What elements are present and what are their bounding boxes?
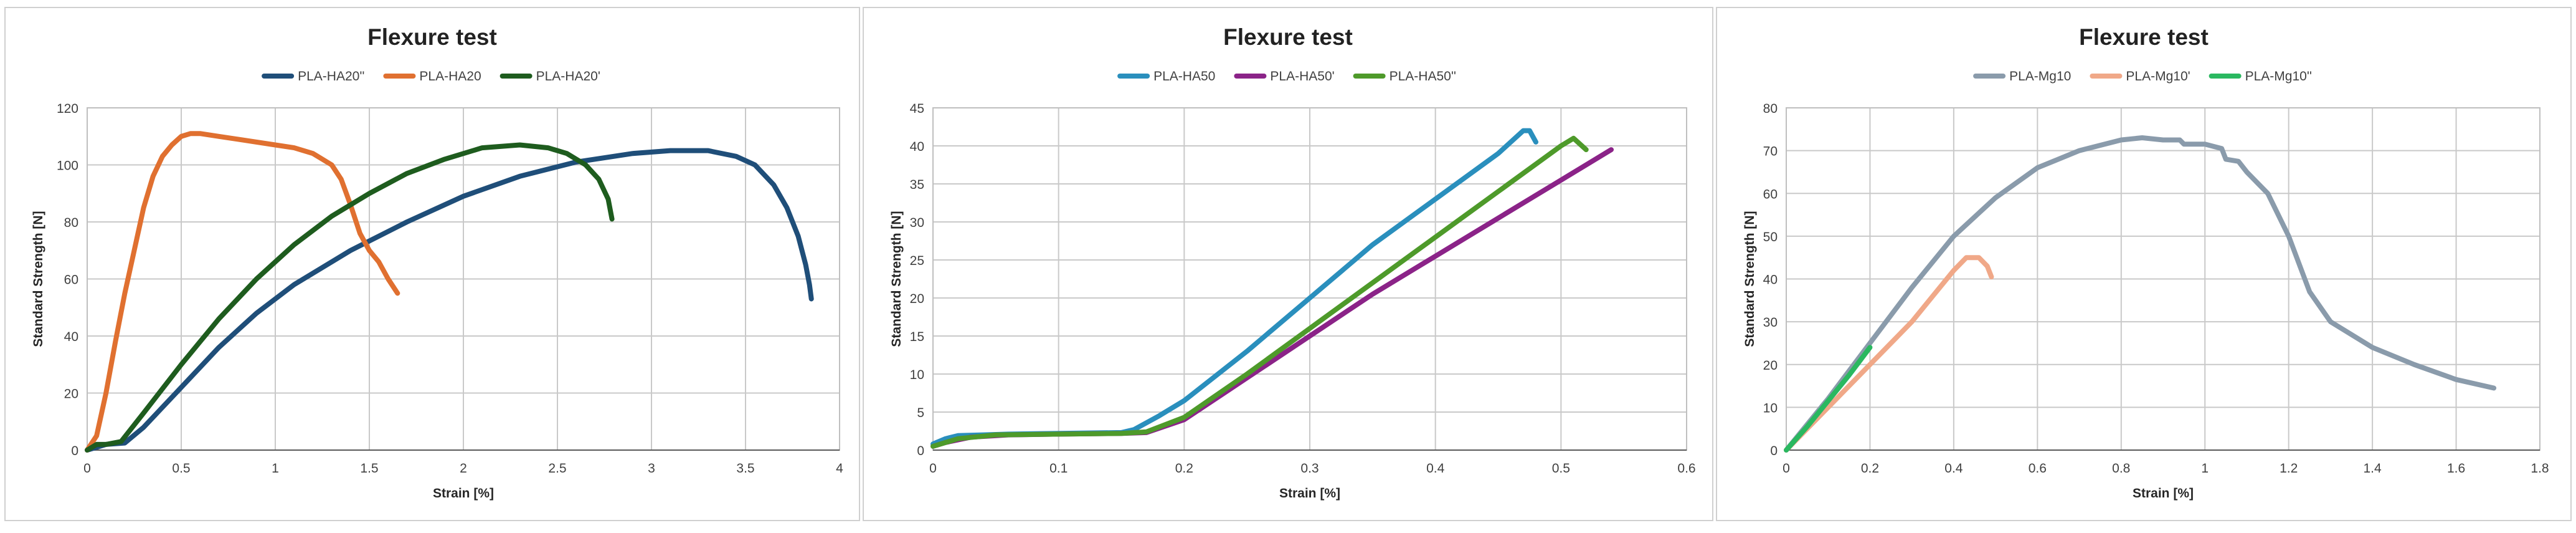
x-tick-label: 0.2 — [1861, 461, 1879, 476]
legend: PLA-Mg10 PLA-Mg10' PLA-Mg10'' — [1973, 69, 2312, 84]
legend-item: PLA-Mg10'' — [2209, 69, 2312, 84]
legend-item: PLA-HA50' — [1234, 69, 1335, 84]
y-tick-label: 5 — [917, 406, 924, 420]
series-line-3 — [930, 135, 1589, 449]
x-tick-label: 0 — [1783, 461, 1790, 476]
series-line-2 — [85, 131, 400, 453]
chart-frame — [4, 7, 860, 521]
chart-title: Flexure test — [2079, 24, 2209, 50]
y-axis-label: Standard Strength [N] — [31, 211, 45, 347]
x-tick-label: 0.1 — [1049, 461, 1068, 476]
y-tick-label: 80 — [64, 216, 78, 230]
y-tick-label: 30 — [1763, 315, 1778, 330]
y-tick-label: 25 — [910, 254, 924, 268]
x-tick-label: 0.2 — [1175, 461, 1193, 476]
legend-label: PLA-HA20 — [419, 69, 481, 84]
x-tick-label: 2.5 — [548, 461, 566, 476]
x-tick-label: 0.5 — [1552, 461, 1570, 476]
y-tick-label: 20 — [910, 292, 924, 306]
chart-title: Flexure test — [1223, 24, 1353, 50]
series-line-3 — [1784, 345, 1873, 453]
legend-label: PLA-Mg10'' — [2245, 69, 2312, 84]
x-tick-label: 0.6 — [1677, 461, 1695, 476]
y-tick-label: 70 — [1763, 145, 1778, 159]
x-tick-label: 0 — [83, 461, 91, 476]
y-tick-label: 20 — [1763, 358, 1778, 373]
legend-label: PLA-HA20'' — [298, 69, 364, 84]
legend-item: PLA-Mg10' — [2090, 69, 2190, 84]
chart-frame — [863, 7, 1713, 521]
legend-item: PLA-HA20' — [500, 69, 600, 84]
x-tick-label: 2 — [460, 461, 467, 476]
legend-label: PLA-HA50 — [1153, 69, 1215, 84]
y-tick-label: 10 — [1763, 401, 1778, 415]
x-tick-label: 1.6 — [2447, 461, 2465, 476]
series-line-1 — [85, 148, 814, 453]
x-tick-label: 3.5 — [736, 461, 754, 476]
x-tick-label: 0.5 — [172, 461, 190, 476]
legend: PLA-HA20'' PLA-HA20 PLA-HA20' — [262, 69, 600, 84]
legend-item: PLA-HA50'' — [1353, 69, 1456, 84]
x-tick-label: 1 — [2201, 461, 2209, 476]
x-tick-label: 1.5 — [360, 461, 378, 476]
x-tick-label: 1.2 — [2280, 461, 2298, 476]
chart-1: 0 20 40 60 80 100 120 0 0.5 1 1.5 2 2.5 3 3.5 4 Flexure … — [4, 7, 860, 521]
x-tick-label: 0.3 — [1300, 461, 1319, 476]
x-axis-label: Strain [%] — [1279, 486, 1340, 501]
legend-label: PLA-Mg10' — [2126, 69, 2190, 84]
x-tick-label: 1.4 — [2364, 461, 2382, 476]
chart-title: Flexure test — [367, 24, 497, 50]
chart-3: 0 10 20 30 40 50 60 70 80 0 0.2 0.4 0.6 0.8 1 1.2 1.4 1.6… — [1716, 7, 2572, 521]
x-tick-label: 1.8 — [2531, 461, 2549, 476]
y-tick-label: 40 — [64, 330, 78, 344]
y-tick-label: 10 — [910, 368, 924, 382]
y-tick-label: 20 — [64, 387, 78, 401]
x-tick-label: 0.4 — [1426, 461, 1445, 476]
chart-frame — [1716, 7, 2572, 521]
series-line-3 — [85, 142, 615, 453]
legend-item: PLA-HA20 — [383, 69, 481, 84]
y-tick-label: 0 — [917, 444, 924, 458]
x-tick-label: 0 — [929, 461, 937, 476]
y-tick-label: 30 — [910, 216, 924, 230]
x-tick-label: 0.6 — [2029, 461, 2047, 476]
y-axis-label: Standard Strength [N] — [889, 211, 904, 347]
x-axis-label: Strain [%] — [433, 486, 494, 501]
y-tick-label: 40 — [910, 140, 924, 154]
y-axis-label: Standard Strength [N] — [1743, 211, 1757, 347]
y-tick-label: 120 — [57, 102, 78, 116]
y-tick-label: 100 — [57, 159, 78, 173]
x-tick-label: 0.8 — [2112, 461, 2130, 476]
x-tick-label: 0.4 — [1944, 461, 1963, 476]
y-tick-label: 0 — [1770, 444, 1778, 458]
y-tick-label: 45 — [910, 102, 924, 116]
legend-label: PLA-HA50' — [1270, 69, 1334, 84]
chart-2: 0 5 10 15 20 25 30 35 40 45 0 0.1 0.2 0.3 0.4 0.5 0.6 Fle… — [863, 7, 1713, 521]
y-tick-label: 0 — [71, 444, 78, 458]
y-tick-label: 40 — [1763, 273, 1778, 287]
legend-label: PLA-HA50'' — [1390, 69, 1456, 84]
legend-label: PLA-HA20' — [536, 69, 600, 84]
y-tick-label: 15 — [910, 330, 924, 344]
y-tick-label: 60 — [1763, 187, 1778, 201]
y-tick-label: 50 — [1763, 230, 1778, 244]
legend-item: PLA-Mg10 — [1973, 69, 2071, 84]
x-tick-label: 3 — [648, 461, 655, 476]
legend: PLA-HA50 PLA-HA50' PLA-HA50'' — [1117, 69, 1456, 84]
y-tick-label: 80 — [1763, 102, 1778, 116]
series-line-1 — [1784, 135, 2497, 453]
y-tick-label: 60 — [64, 273, 78, 287]
y-tick-label: 35 — [910, 178, 924, 192]
x-tick-label: 1 — [272, 461, 279, 476]
legend-item: PLA-HA20'' — [262, 69, 364, 84]
legend-item: PLA-HA50 — [1117, 69, 1215, 84]
series-line-2 — [1784, 255, 1994, 453]
x-axis-label: Strain [%] — [2133, 486, 2194, 501]
legend-label: PLA-Mg10 — [2009, 69, 2071, 84]
x-tick-label: 4 — [836, 461, 843, 476]
